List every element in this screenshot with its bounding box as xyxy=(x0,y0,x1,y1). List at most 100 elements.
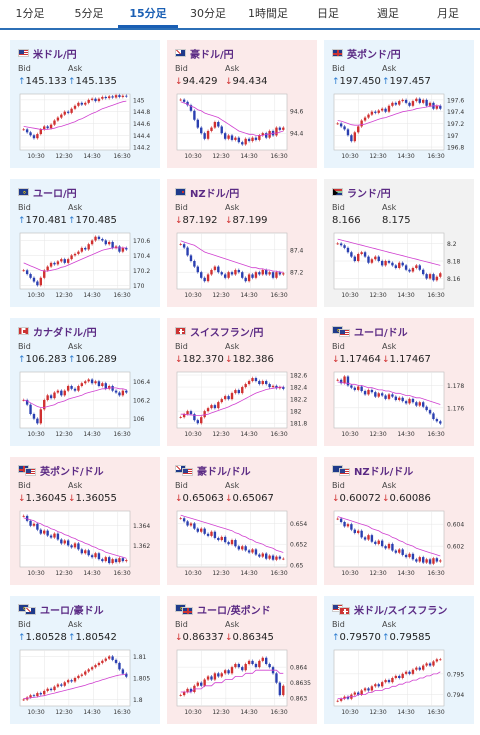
pair-title[interactable]: ユーロ/ドル xyxy=(332,324,408,339)
candle xyxy=(268,555,271,559)
mini-chart[interactable]: 0.654 0.652 0.65 10:30 12:30 14:30 16:30 xyxy=(175,509,311,581)
rate-card[interactable]: スイスフラン/円 Bid Ask ↓182.370 ↓182.386 182.6 182.4… xyxy=(167,318,317,446)
tab-3[interactable]: 30分足 xyxy=(190,7,226,20)
mini-chart[interactable]: 87.4 87.2 10:30 12:30 14:30 16:30 xyxy=(175,231,311,303)
pair-title[interactable]: 豪ドル/円 xyxy=(175,46,234,61)
rate-card[interactable]: NZドル/円 Bid Ask ↓87.192 ↓87.199 87.4 87.2 10:30 1… xyxy=(167,179,317,307)
candle xyxy=(90,98,94,100)
y-tick-label: 181.8 xyxy=(290,421,307,428)
y-tick-label: 144.2 xyxy=(133,145,150,152)
rate-card[interactable]: ユーロ/豪ドル Bid Ask ↑1.80528 ↑1.80542 1.81 1.805 1.… xyxy=(10,596,160,724)
candle xyxy=(363,252,367,257)
flag-za-icon xyxy=(332,188,343,196)
candle xyxy=(380,682,384,687)
ask-price: ↑197.457 xyxy=(382,76,431,87)
mini-chart[interactable]: 8.2 8.18 8.16 10:30 12:30 14:30 16:30 xyxy=(332,231,468,303)
pair-title[interactable]: 英ポンド/円 xyxy=(332,46,401,61)
y-tick-label: 197.2 xyxy=(447,121,464,128)
pair-title[interactable]: 英ポンド/ドル xyxy=(18,463,104,478)
pair-title[interactable]: ユーロ/豪ドル xyxy=(18,602,104,617)
mini-chart[interactable]: 145 144.8 144.6 144.4 144.2 10:30 12:30 14:30 16… xyxy=(18,92,154,164)
pair-title[interactable]: カナダドル/円 xyxy=(18,324,97,339)
rate-card[interactable]: ユーロ/ドル Bid Ask ↓1.17464 ↓1.17467 1.178 1.176 10… xyxy=(324,318,474,446)
candle xyxy=(230,272,234,275)
candle xyxy=(353,529,357,533)
rate-card[interactable]: 英ポンド/ドル Bid Ask ↓1.36045 ↓1.36055 1.364 1.362 1… xyxy=(10,457,160,585)
mini-chart[interactable]: 197.6 197.4 197.2 197 196.8 10:30 12:30 14:30 16… xyxy=(332,92,468,164)
pair-title[interactable]: ユーロ/英ポンド xyxy=(175,602,271,617)
rate-card[interactable]: 豪ドル/円 Bid Ask ↓94.429 ↓94.434 94.6 94.4 10:30 12… xyxy=(167,40,317,168)
mini-chart[interactable]: 0.864 0.8635 0.863 10:30 12:30 14:30 16:30 xyxy=(175,648,311,720)
rate-card[interactable]: 米ドル/スイスフラン Bid Ask ↑0.79570 ↑0.79585 0.795 0.7… xyxy=(324,596,474,724)
candle xyxy=(186,247,189,256)
rate-card[interactable]: 豪ドル/ドル Bid Ask ↓0.65063 ↓0.65067 0.654 0.652 0.… xyxy=(167,457,317,585)
candle xyxy=(377,393,380,397)
pair-title[interactable]: ランド/円 xyxy=(332,185,391,200)
candle xyxy=(73,105,77,109)
candle xyxy=(49,395,53,399)
rate-card[interactable]: 英ポンド/円 Bid Ask ↑197.450 ↑197.457 197.6 197.4 19… xyxy=(324,40,474,168)
candle xyxy=(111,656,114,660)
rate-card[interactable]: NZドル/ドル Bid Ask ↓0.60072 ↓0.60086 0.604 0.602 1… xyxy=(324,457,474,585)
candle xyxy=(70,108,73,113)
x-tick-label: 14:30 xyxy=(240,709,257,716)
tab-0[interactable]: 1分足 xyxy=(15,7,45,20)
ask-price: ↓0.65067 xyxy=(225,493,274,504)
candle xyxy=(101,559,104,562)
mini-chart[interactable]: 0.795 0.794 10:30 12:30 14:30 16:30 xyxy=(332,648,468,720)
y-tick-label: 106 xyxy=(133,416,145,423)
x-tick-label: 16:30 xyxy=(270,153,287,160)
rate-card[interactable]: ランド/円 Bid Ask 8.166 8.175 8.2 8.18 8.16 10:30 12:… xyxy=(324,179,474,307)
pair-title[interactable]: スイスフラン/円 xyxy=(175,324,263,339)
moving-average-line xyxy=(180,669,284,693)
candle xyxy=(43,270,46,278)
flag-ch-icon xyxy=(339,606,350,615)
flag-pair xyxy=(332,188,343,196)
candle xyxy=(244,384,247,388)
tab-1[interactable]: 5分足 xyxy=(74,7,104,20)
candle xyxy=(84,550,87,554)
tab-2[interactable]: 15分足 xyxy=(118,0,178,28)
tab-5[interactable]: 日足 xyxy=(317,7,339,20)
ask-price: ↑1.80542 xyxy=(68,632,117,643)
trend-arrow-icon: ↓ xyxy=(225,216,233,226)
mini-chart[interactable]: 94.6 94.4 10:30 12:30 14:30 16:30 xyxy=(175,92,311,164)
x-tick-label: 16:30 xyxy=(427,431,444,438)
candle xyxy=(241,667,244,671)
ask-price: ↑170.485 xyxy=(68,215,117,226)
ask-price: ↑0.79585 xyxy=(382,632,431,643)
candlestick-chart: 182.6 182.4 182.2 182 181.8 10:30 12:30 14:30 16… xyxy=(176,371,307,438)
pair-title[interactable]: NZドル/円 xyxy=(175,185,239,200)
mini-chart[interactable]: 170.6 170.4 170.2 170 10:30 12:30 14:30 16:30 xyxy=(18,231,154,303)
rate-card[interactable]: カナダドル/円 Bid Ask ↑106.283 ↑106.289 106.4 106.2 1… xyxy=(10,318,160,446)
pair-title[interactable]: ユーロ/円 xyxy=(18,185,77,200)
pair-title[interactable]: 米ドル/スイスフラン xyxy=(332,602,447,617)
pair-title[interactable]: 豪ドル/ドル xyxy=(175,463,251,478)
mini-chart[interactable]: 106.4 106.2 106 10:30 12:30 14:30 16:30 xyxy=(18,370,154,442)
mini-chart[interactable]: 182.6 182.4 182.2 182 181.8 10:30 12:30 14:30 16… xyxy=(175,370,311,442)
flag-pair xyxy=(332,464,350,476)
candle xyxy=(49,124,53,129)
tab-7[interactable]: 月足 xyxy=(437,7,459,20)
pair-title[interactable]: 米ドル/円 xyxy=(18,46,77,61)
rate-card[interactable]: ユーロ/英ポンド Bid Ask ↓0.86337 ↓0.86345 0.864 0.863… xyxy=(167,596,317,724)
mini-chart[interactable]: 1.364 1.362 10:30 12:30 14:30 16:30 xyxy=(18,509,154,581)
rate-card[interactable]: 米ドル/円 Bid Ask ↑145.133 ↑145.135 145 144.8 144.6… xyxy=(10,40,160,168)
candle xyxy=(36,134,39,139)
pair-title[interactable]: NZドル/ドル xyxy=(332,463,413,478)
candle xyxy=(234,664,237,668)
bid-label: Bid xyxy=(332,203,345,212)
candlestick-chart: 0.604 0.602 10:30 12:30 14:30 16:30 xyxy=(333,510,464,577)
tab-6[interactable]: 週足 xyxy=(377,7,399,20)
x-tick-label: 12:30 xyxy=(55,709,72,716)
rate-card[interactable]: ユーロ/円 Bid Ask ↑170.481 ↑170.485 170.6 170.4 170… xyxy=(10,179,160,307)
mini-chart[interactable]: 0.604 0.602 10:30 12:30 14:30 16:30 xyxy=(332,509,468,581)
candle xyxy=(84,102,87,105)
candle xyxy=(193,414,196,421)
mini-chart[interactable]: 1.178 1.176 10:30 12:30 14:30 16:30 xyxy=(332,370,468,442)
x-tick-label: 10:30 xyxy=(341,292,358,299)
trend-arrow-icon: ↑ xyxy=(382,77,390,87)
tab-4[interactable]: 1時間足 xyxy=(248,7,288,20)
mini-chart[interactable]: 1.81 1.805 1.8 10:30 12:30 14:30 16:30 xyxy=(18,648,154,720)
candle xyxy=(247,550,251,553)
